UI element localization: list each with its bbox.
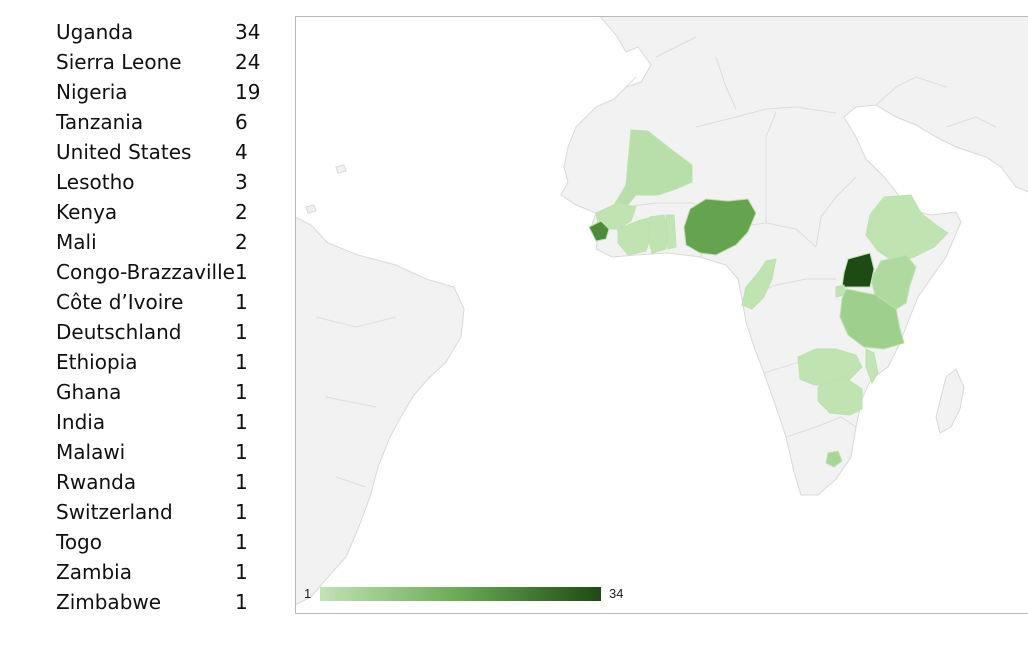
country-value: 34 <box>235 20 261 44</box>
country-name: Sierra Leone <box>56 50 182 74</box>
list-item: Zimbabwe 1 <box>56 587 276 617</box>
country-uganda[interactable] <box>841 252 875 288</box>
list-item: Ghana 1 <box>56 377 276 407</box>
country-name: Côte d’Ivoire <box>56 290 184 314</box>
legend-min-label: 1 <box>304 586 312 601</box>
country-name: Tanzania <box>56 110 144 134</box>
land-islands <box>305 164 347 214</box>
list-item: United States 4 <box>56 137 276 167</box>
country-ghana[interactable] <box>647 214 669 254</box>
country-lesotho[interactable] <box>825 450 843 468</box>
country-value: 24 <box>235 50 261 74</box>
country-cote-divoire[interactable] <box>617 216 653 256</box>
country-kenya[interactable] <box>870 254 917 310</box>
country-malawi[interactable] <box>865 348 879 385</box>
country-value: 1 <box>235 470 248 494</box>
country-zimbabwe[interactable] <box>817 376 863 416</box>
country-value-list: Uganda 34 Sierra Leone 24 Nigeria 19 Tanzan… <box>56 17 276 617</box>
country-value: 2 <box>235 200 248 224</box>
color-scale-bar <box>320 587 601 601</box>
country-value: 1 <box>235 290 248 314</box>
country-value: 1 <box>235 530 248 554</box>
list-item: Côte d’Ivoire 1 <box>56 287 276 317</box>
list-item: Malawi 1 <box>56 437 276 467</box>
country-value: 4 <box>235 140 248 164</box>
country-value: 1 <box>235 410 248 434</box>
list-item: Kenya 2 <box>56 197 276 227</box>
list-item: Nigeria 19 <box>56 77 276 107</box>
list-item: Switzerland 1 <box>56 497 276 527</box>
list-item: Ethiopia 1 <box>56 347 276 377</box>
country-value: 1 <box>235 440 248 464</box>
country-name: Mali <box>56 230 97 254</box>
country-name: Ghana <box>56 380 122 404</box>
list-item: Congo-Brazzaville 1 <box>56 257 276 287</box>
country-sierra-leone[interactable] <box>588 220 610 242</box>
country-name: Rwanda <box>56 470 137 494</box>
country-name: Nigeria <box>56 80 128 104</box>
country-value: 6 <box>235 110 248 134</box>
country-congo-brazzaville[interactable] <box>741 258 777 310</box>
land-south-america <box>296 216 465 606</box>
land-africa-eurasia <box>560 17 1028 496</box>
country-togo[interactable] <box>665 214 677 250</box>
country-value: 1 <box>235 380 248 404</box>
color-scale-gradient <box>320 587 601 601</box>
country-value: 2 <box>235 230 248 254</box>
country-name: Togo <box>56 530 102 554</box>
list-item: Mali 2 <box>56 227 276 257</box>
country-value: 1 <box>235 260 248 284</box>
country-name: Congo-Brazzaville <box>56 260 235 284</box>
country-name: Uganda <box>56 20 134 44</box>
country-value: 1 <box>235 320 248 344</box>
country-ethiopia[interactable] <box>865 194 949 264</box>
list-item: Zambia 1 <box>56 557 276 587</box>
country-name: Deutschland <box>56 320 182 344</box>
country-value: 1 <box>235 560 248 584</box>
list-item: Lesotho 3 <box>56 167 276 197</box>
country-name: Zambia <box>56 560 132 584</box>
legend-max-label: 34 <box>609 586 624 601</box>
country-name: India <box>56 410 106 434</box>
country-zambia[interactable] <box>797 348 863 386</box>
map-canvas <box>296 17 1028 606</box>
country-value: 1 <box>235 590 248 614</box>
list-item: India 1 <box>56 407 276 437</box>
country-name: Malawi <box>56 440 126 464</box>
country-value: 3 <box>235 170 248 194</box>
choropleth-map[interactable]: 1 34 <box>295 16 1028 614</box>
list-item: Tanzania 6 <box>56 107 276 137</box>
country-name: Ethiopia <box>56 350 138 374</box>
country-value: 19 <box>235 80 261 104</box>
country-value: 1 <box>235 500 248 524</box>
country-value: 1 <box>235 350 248 374</box>
country-name: Zimbabwe <box>56 590 162 614</box>
list-item: Rwanda 1 <box>56 467 276 497</box>
list-item: Uganda 34 <box>56 17 276 47</box>
country-name: United States <box>56 140 192 164</box>
country-tanzania[interactable] <box>839 288 905 350</box>
country-name: Kenya <box>56 200 118 224</box>
country-name: Lesotho <box>56 170 135 194</box>
land-madagascar <box>935 368 965 434</box>
list-item: Deutschland 1 <box>56 317 276 347</box>
country-nigeria[interactable] <box>683 198 757 256</box>
list-item: Togo 1 <box>56 527 276 557</box>
list-item: Sierra Leone 24 <box>56 47 276 77</box>
country-name: Switzerland <box>56 500 173 524</box>
